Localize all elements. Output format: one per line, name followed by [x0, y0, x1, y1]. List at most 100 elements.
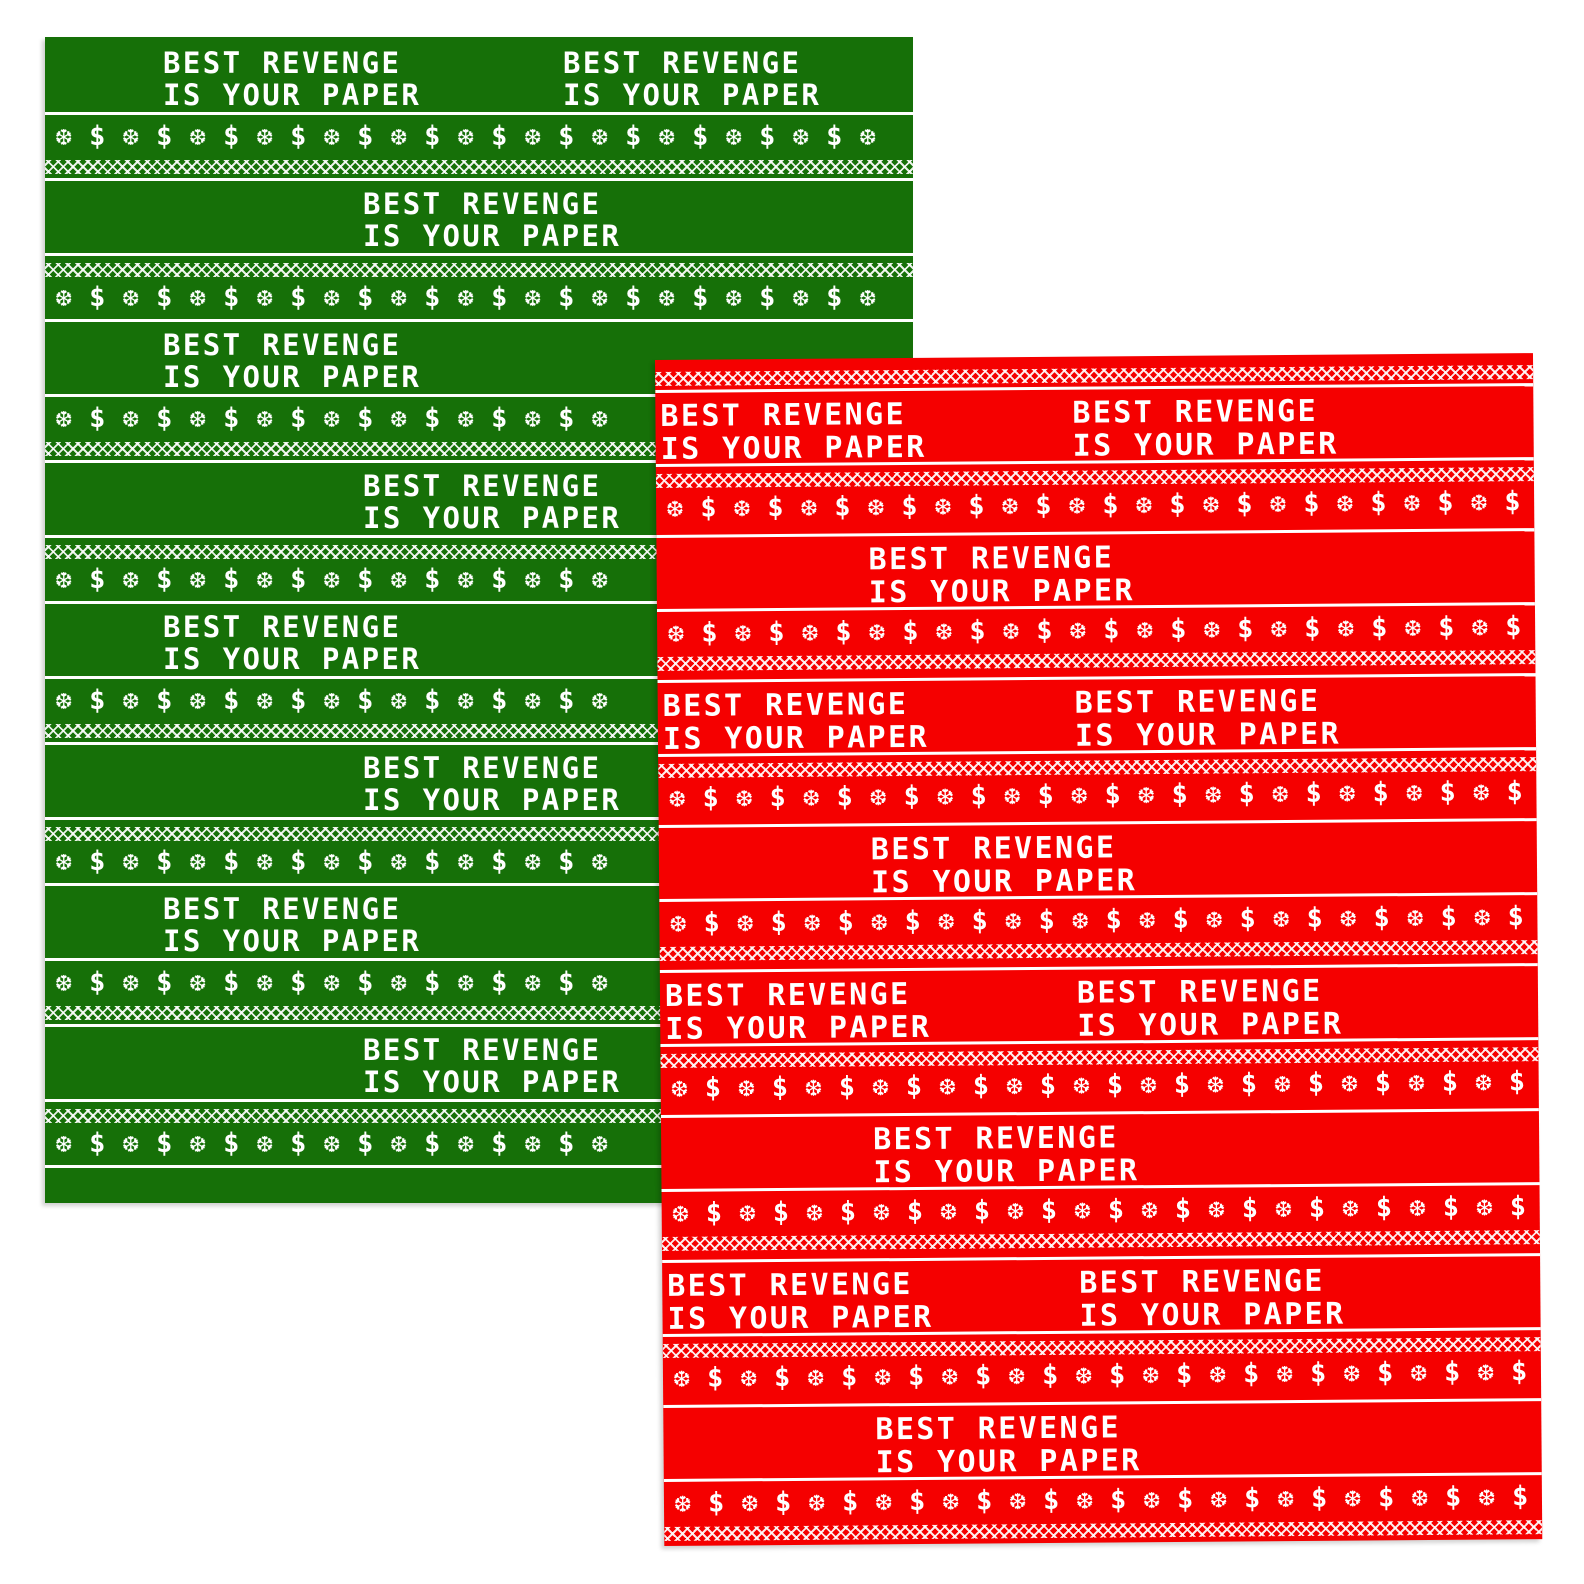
dollar-sign-icon: $	[838, 1071, 856, 1103]
divider-line	[45, 319, 913, 322]
snowflake-icon: ❆	[1076, 1484, 1093, 1516]
dollar-sign-icon: $	[1377, 1482, 1395, 1514]
divider-line	[45, 742, 913, 745]
dollar-sign-icon: $	[834, 491, 851, 523]
slogan-line-1: BEST REVENGE	[868, 540, 1115, 578]
dollar-sign-icon: $	[290, 564, 307, 595]
snowflake-icon: ❆	[323, 1128, 340, 1159]
snowflake-icon: ❆	[390, 564, 407, 595]
snowflake-icon: ❆	[868, 616, 886, 648]
snowflake-icon: ❆	[1004, 905, 1022, 937]
dollar-sign-icon: $	[290, 846, 307, 877]
zigzag-border	[661, 1230, 1540, 1251]
dollar-sign-icon: $	[357, 564, 374, 595]
snowflake-icon: ❆	[390, 685, 407, 716]
snowflake-icon: ❆	[1003, 780, 1021, 812]
snowflake-icon: ❆	[1006, 1070, 1023, 1102]
snowflake-icon: ❆	[1270, 613, 1288, 645]
snowflake-icon: ❆	[734, 617, 752, 649]
dollar-sign-icon: $	[1439, 776, 1456, 808]
dollar-sign-icon: $	[156, 685, 173, 716]
snowflake-icon: ❆	[1209, 1358, 1226, 1390]
slogan-line-1: BEST REVENGE	[667, 1267, 913, 1304]
slogan-text: BEST REVENGE IS YOUR PAPER	[663, 687, 930, 757]
snowflake-icon: ❆	[457, 403, 474, 434]
dollar-sign-icon: $	[1372, 777, 1389, 809]
dollar-sign-icon: $	[491, 564, 508, 595]
snowflake-icon: ❆	[1142, 1359, 1159, 1391]
snowflake-icon: ❆	[323, 282, 340, 313]
snowflake-icon: ❆	[738, 1072, 755, 1104]
snowflake-icon: ❆	[390, 846, 407, 877]
slogan-text: BEST REVENGE IS YOUR PAPER	[660, 397, 927, 467]
snowflake-icon: ❆	[323, 403, 340, 434]
snowflake-icon: ❆	[122, 846, 139, 877]
dollar-sign-icon: $	[89, 685, 106, 716]
dollar-sign-icon: $	[424, 1128, 441, 1159]
slogan-line-2: IS YOUR PAPER	[868, 573, 1135, 611]
dollar-sign-icon: $	[1041, 1359, 1059, 1391]
snowflake-icon: ❆	[323, 685, 340, 716]
dollar-sign-icon: $	[837, 906, 854, 938]
dollar-sign-icon: $	[974, 1360, 992, 1392]
snowflake-icon: ❆	[390, 967, 407, 998]
dollar-sign-icon: $	[904, 905, 921, 938]
dollar-sign-icon: $	[1042, 1484, 1060, 1516]
snowflake-icon: ❆	[1473, 901, 1491, 933]
dollar-sign-icon: $	[1509, 1191, 1527, 1223]
snowflake-icon: ❆	[741, 1487, 758, 1519]
dollar-sign-icon: $	[704, 1072, 722, 1104]
slogan-text: BEST REVENGE IS YOUR PAPER	[363, 752, 621, 816]
snowflake-icon: ❆	[937, 905, 955, 937]
dollar-sign-icon: $	[971, 905, 988, 937]
snowflake-icon: ❆	[740, 1362, 757, 1394]
snowflake-icon: ❆	[859, 282, 876, 313]
slogan-line-2: IS YOUR PAPER	[665, 1009, 932, 1047]
snowflake-dollar-row: ❆ $ ❆ $ ❆ $ ❆ $ ❆ $ ❆ $ ❆ $ ❆ $ ❆ $ ❆ $ ❆ $ ❆ $ ❆	[47, 122, 885, 152]
snowflake-icon: ❆	[671, 1072, 688, 1104]
snowflake-icon: ❆	[122, 1128, 139, 1159]
slogan-text: BEST REVENGE IS YOUR PAPER	[363, 188, 621, 252]
slogan-text: BEST REVENGE IS YOUR PAPER	[871, 830, 1138, 900]
snowflake-icon: ❆	[591, 967, 608, 998]
dollar-sign-icon: $	[1310, 1482, 1328, 1514]
snowflake-icon: ❆	[1411, 1481, 1428, 1514]
dollar-sign-icon: $	[1240, 1068, 1258, 1100]
dollar-sign-icon: $	[89, 967, 106, 998]
snowflake-icon: ❆	[256, 403, 273, 434]
snowflake-icon: ❆	[256, 685, 273, 716]
dollar-sign-icon: $	[705, 1197, 723, 1229]
zigzag-border	[655, 365, 1534, 386]
dollar-sign-icon: $	[1308, 1192, 1326, 1224]
snowflake-icon: ❆	[122, 564, 139, 595]
snowflake-icon: ❆	[1068, 489, 1086, 521]
snowflake-dollar-row: ❆ $ ❆ $ ❆ $ ❆ $ ❆ $ ❆ $ ❆ $ ❆ $ ❆ $ ❆ $ ❆ $ ❆ $ ❆ $	[659, 611, 1530, 649]
dollar-sign-icon: $	[89, 1128, 106, 1159]
snowflake-dollar-row: ❆ $ ❆ $ ❆ $ ❆ $ ❆ $ ❆ $ ❆ $ ❆ $ ❆	[47, 847, 617, 877]
snowflake-icon: ❆	[942, 1485, 959, 1517]
divider-line	[45, 1165, 913, 1168]
snowflake-icon: ❆	[591, 403, 608, 434]
dollar-sign-icon: $	[1304, 612, 1321, 644]
dollar-sign-icon: $	[1373, 902, 1390, 934]
snowflake-dollar-row: ❆ $ ❆ $ ❆ $ ❆ $ ❆ $ ❆ $ ❆ $ ❆ $ ❆ $ ❆ $ ❆ $ ❆ $ ❆	[47, 283, 885, 313]
snowflake-icon: ❆	[55, 121, 72, 152]
snowflake-icon: ❆	[869, 781, 887, 813]
dollar-sign-icon: $	[625, 121, 642, 152]
snowflake-icon: ❆	[1073, 1069, 1090, 1101]
dollar-sign-icon: $	[1438, 611, 1455, 643]
snowflake-icon: ❆	[1135, 489, 1153, 521]
slogan-line-2: IS YOUR PAPER	[1072, 426, 1339, 464]
dollar-sign-icon: $	[558, 403, 575, 434]
dollar-sign-icon: $	[357, 967, 374, 998]
divider-line	[45, 178, 913, 181]
divider-line	[45, 535, 913, 538]
dollar-sign-icon: $	[89, 564, 106, 595]
dollar-sign-icon: $	[1105, 904, 1122, 936]
snowflake-icon: ❆	[1009, 1485, 1026, 1517]
dollar-sign-icon: $	[769, 781, 786, 814]
snowflake-icon: ❆	[1074, 1194, 1091, 1226]
zigzag-border	[657, 650, 1536, 671]
divider-line	[45, 1099, 913, 1102]
dollar-sign-icon: $	[1174, 1193, 1192, 1225]
